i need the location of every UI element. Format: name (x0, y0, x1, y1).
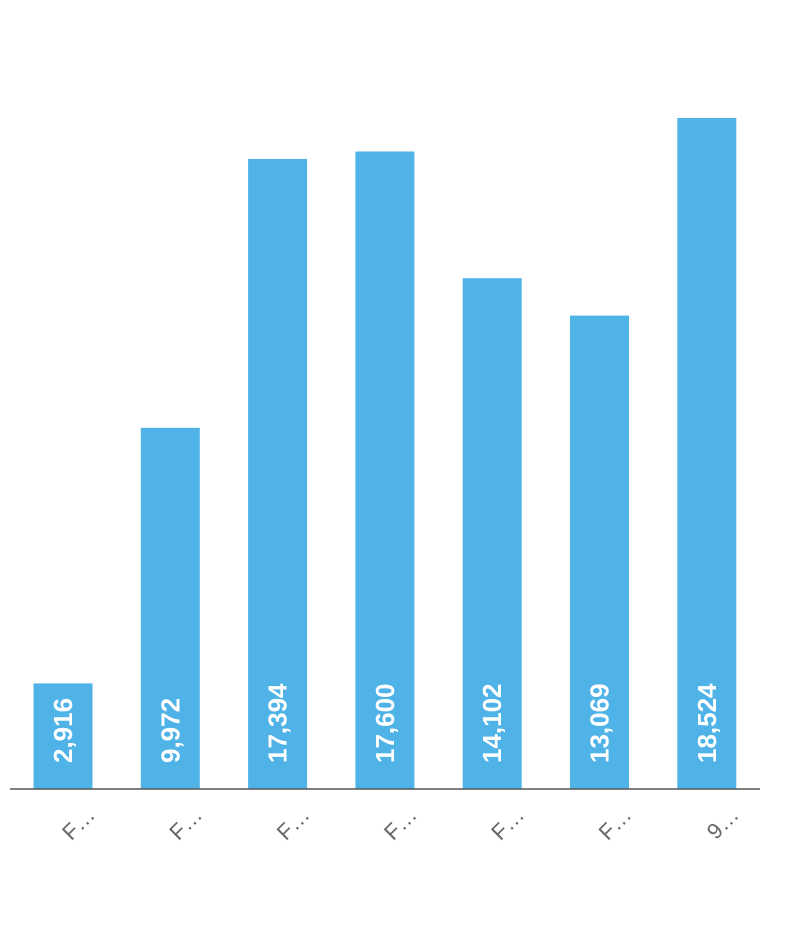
x-tick-labels: F… F… F… F… F… F… 9… (57, 802, 744, 845)
bar-value-label-5: 14,102 (477, 683, 507, 763)
value-labels-layer: 2,916 9,972 17,394 17,600 14,102 13,069 18,524 (48, 683, 722, 763)
bar-value-label-4: 17,600 (370, 683, 400, 763)
x-tick-label-7: 9… (702, 802, 744, 844)
bar-6 (570, 315, 629, 789)
bar-2 (140, 427, 200, 789)
x-tick-label-1: F… (57, 802, 100, 845)
bars-layer (33, 118, 737, 789)
bar-1 (33, 683, 93, 789)
bar-5 (462, 278, 522, 789)
x-tick-label-3: F… (272, 802, 315, 845)
bar-3 (248, 158, 308, 789)
x-tick-label-4: F… (379, 802, 422, 845)
bar-4 (355, 151, 415, 789)
bar-value-label-1: 2,916 (48, 698, 78, 763)
bar-7 (677, 118, 737, 789)
bar-value-label-6: 13,069 (585, 683, 615, 763)
bar-value-label-7: 18,524 (692, 683, 722, 763)
x-tick-label-5: F… (486, 802, 529, 845)
x-tick-label-6: F… (594, 802, 637, 845)
bar-value-label-2: 9,972 (155, 698, 185, 763)
bar-value-label-3: 17,394 (263, 683, 293, 763)
x-tick-label-2: F… (164, 802, 207, 845)
